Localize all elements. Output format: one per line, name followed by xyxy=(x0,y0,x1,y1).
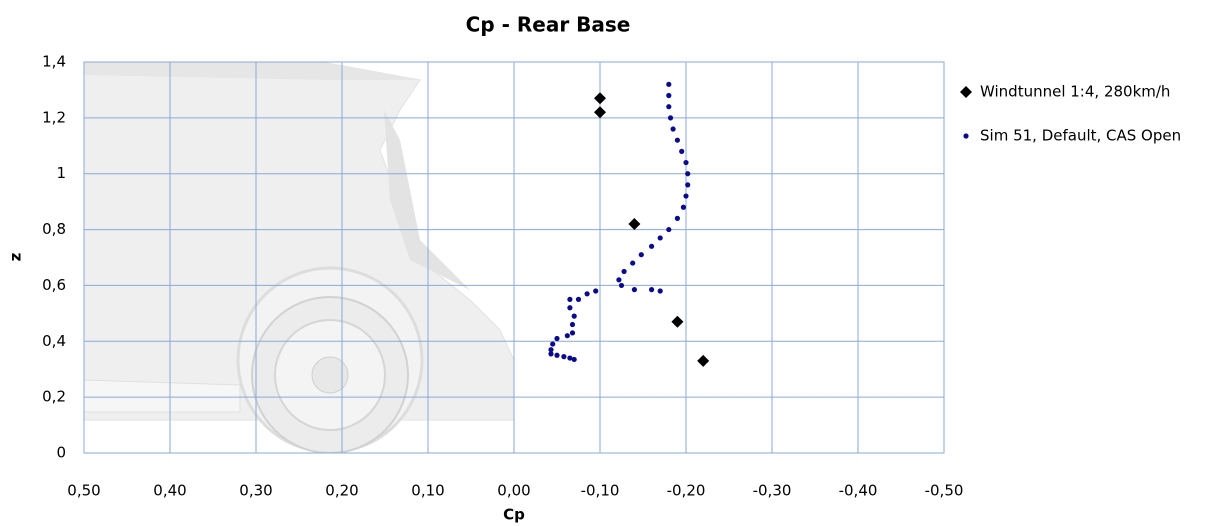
data-point xyxy=(649,243,655,249)
data-point xyxy=(594,106,606,119)
data-point xyxy=(584,291,590,297)
data-point xyxy=(628,217,641,230)
y-tick-label: 0 xyxy=(56,444,66,462)
x-tick-label: 0,10 xyxy=(411,482,444,500)
y-tick-label: 1 xyxy=(56,164,66,182)
data-point xyxy=(685,182,691,188)
data-point xyxy=(674,215,681,221)
x-axis-title: Cp xyxy=(503,506,525,524)
data-point xyxy=(621,268,627,275)
data-point xyxy=(569,330,576,336)
data-point xyxy=(571,313,577,319)
legend-text: Sim 51, Default, CAS Open xyxy=(980,127,1181,145)
x-tick-label: -0,20 xyxy=(667,482,706,500)
x-tick-label: 0,50 xyxy=(67,482,100,500)
data-point xyxy=(666,226,672,233)
x-tick-label: 0,30 xyxy=(239,482,272,500)
y-tick-label: 0,2 xyxy=(42,388,66,406)
y-tick-label: 0,4 xyxy=(42,332,66,350)
data-point xyxy=(674,137,681,143)
data-point xyxy=(631,287,638,293)
data-point xyxy=(564,333,570,339)
y-tick-label: 1,2 xyxy=(42,108,66,126)
data-point xyxy=(616,277,622,283)
y-axis-title: z xyxy=(7,252,25,261)
data-point xyxy=(569,321,576,328)
data-point xyxy=(561,354,567,360)
data-point xyxy=(567,296,573,302)
data-point xyxy=(671,315,684,328)
x-tick-label: 0,40 xyxy=(153,482,186,500)
data-point xyxy=(649,287,655,293)
x-tick-label: 0,00 xyxy=(497,482,530,500)
data-point xyxy=(571,356,577,363)
data-point xyxy=(657,288,663,294)
data-point xyxy=(630,260,636,266)
data-point xyxy=(683,193,689,199)
data-point xyxy=(666,92,672,99)
data-point xyxy=(683,159,689,166)
data-point xyxy=(697,354,710,367)
data-point xyxy=(554,352,560,358)
chart-title: Cp - Rear Base xyxy=(466,13,631,37)
data-point xyxy=(575,296,582,302)
data-point xyxy=(638,252,644,258)
data-point xyxy=(550,341,556,347)
legend-marker xyxy=(960,86,972,98)
data-point xyxy=(666,104,672,110)
y-tick-label: 1,4 xyxy=(42,53,66,71)
x-tick-label: -0,10 xyxy=(581,482,620,500)
car-background xyxy=(84,62,515,453)
data-point xyxy=(593,288,599,294)
y-tick-label: 0,8 xyxy=(42,220,66,238)
data-point xyxy=(567,355,573,361)
data-point xyxy=(548,347,554,353)
data-point xyxy=(567,305,573,311)
legend-marker xyxy=(963,133,969,139)
data-point xyxy=(670,126,676,132)
data-point xyxy=(666,81,672,87)
data-point xyxy=(685,171,691,177)
legend-text: Windtunnel 1:4, 280km/h xyxy=(980,83,1170,101)
data-point xyxy=(618,282,625,289)
data-point xyxy=(667,115,674,121)
y-tick-label: 0,6 xyxy=(42,276,66,294)
data-point xyxy=(548,351,554,357)
data-point xyxy=(680,204,687,210)
data-point xyxy=(679,148,685,154)
x-tick-label: -0,40 xyxy=(839,482,878,500)
x-tick-label: 0,20 xyxy=(325,482,358,500)
data-point xyxy=(657,235,663,241)
x-tick-label: -0,50 xyxy=(925,482,964,500)
x-tick-label: -0,30 xyxy=(753,482,792,500)
data-point xyxy=(554,335,560,342)
data-point xyxy=(594,92,606,105)
